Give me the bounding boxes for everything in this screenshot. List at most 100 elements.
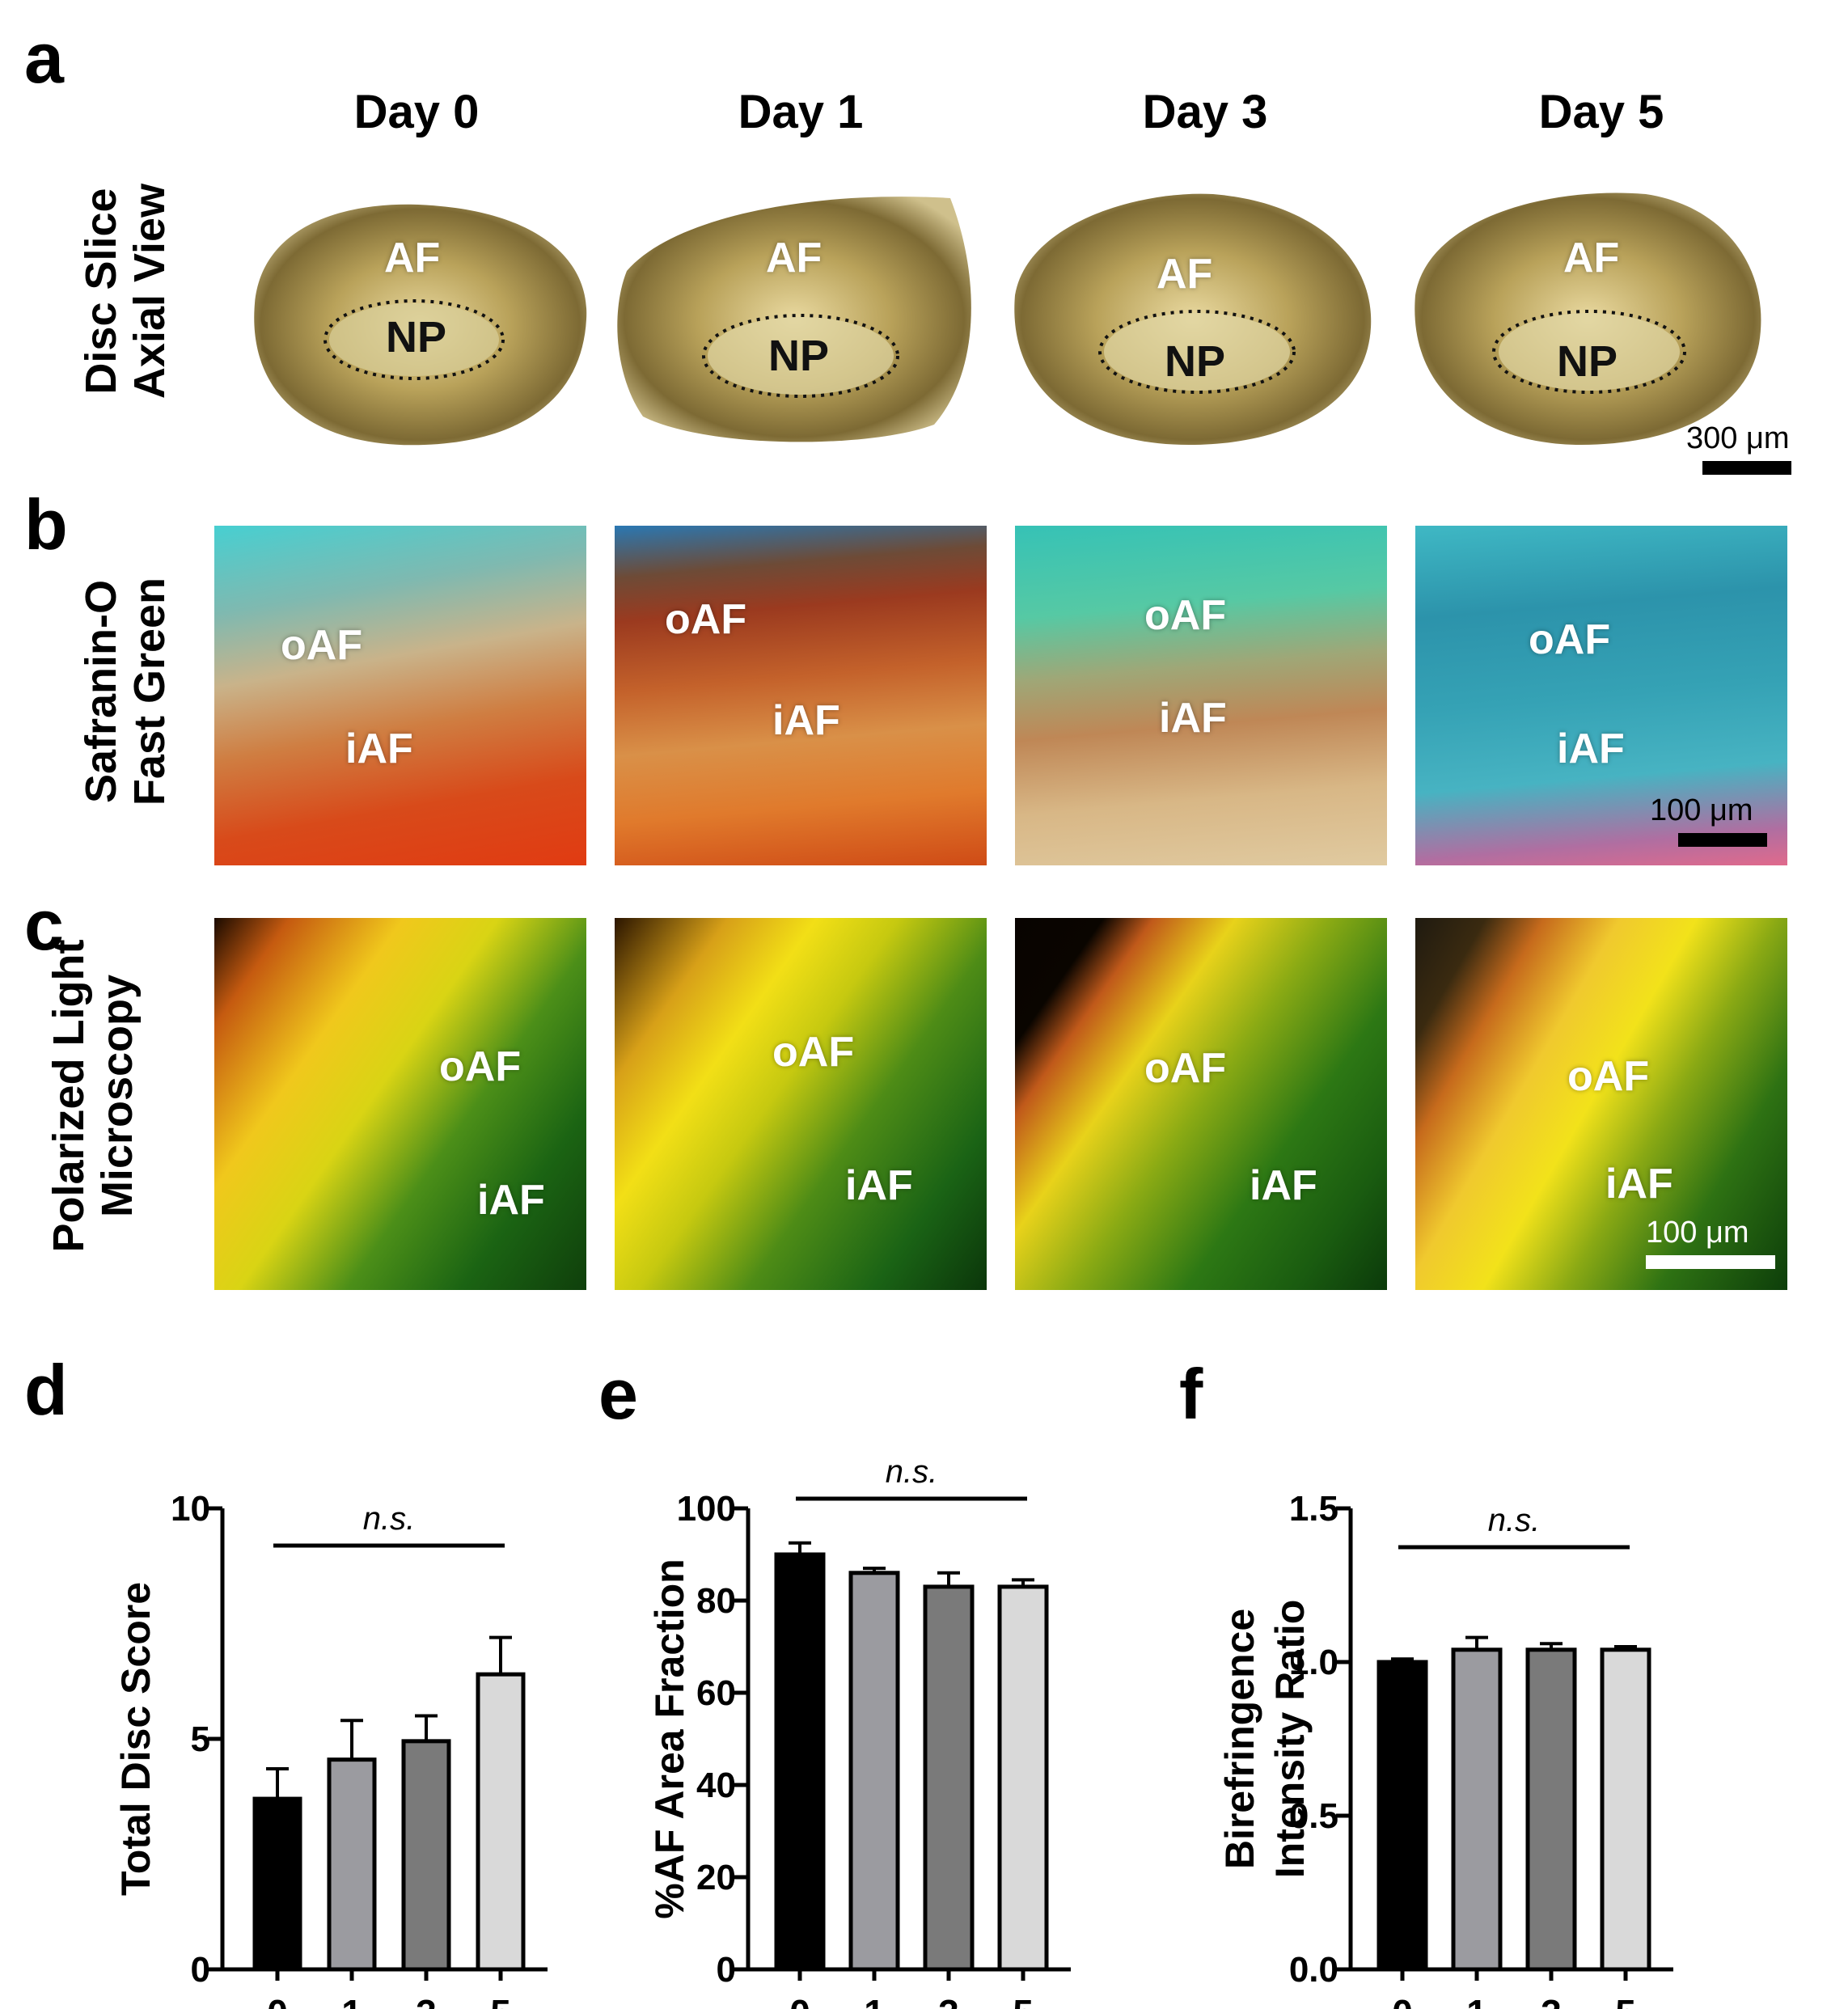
x-tick-label: 1	[864, 1992, 885, 2009]
iaf-label: iAF	[772, 697, 840, 744]
safranin-image-day3: oAF iAF	[1015, 526, 1387, 865]
np-label: NP	[386, 313, 447, 362]
y-tick-label: 0	[717, 1950, 736, 1990]
oaf-label: oAF	[281, 622, 363, 669]
panel-label-b: b	[24, 484, 68, 565]
x-tick-label: 0	[1392, 1992, 1413, 2009]
y-tick-label: 100	[677, 1489, 736, 1529]
day-header-0: Day 0	[353, 86, 480, 138]
x-tick-label: 1	[1466, 1992, 1487, 2009]
bar-1	[848, 1571, 900, 1972]
scale-bar-a	[1702, 461, 1791, 475]
row-label-b-line2: Fast Green	[125, 577, 174, 806]
iaf-label: iAF	[1159, 695, 1227, 742]
disc-slice-day1: AF NP	[611, 182, 991, 449]
x-tick-label: 3	[938, 1992, 959, 2009]
x-tick-label: 3	[1541, 1992, 1562, 2009]
oaf-label: oAF	[439, 1043, 522, 1090]
polarized-image-day0: oAF iAF	[214, 918, 586, 1290]
panel-label-a: a	[24, 18, 64, 98]
x-tick-label: 0	[267, 1992, 288, 2009]
y-tick-label: 5	[191, 1719, 210, 1759]
iaf-label: iAF	[1605, 1161, 1673, 1208]
oaf-label: oAF	[772, 1029, 855, 1076]
scale-bar-b-label: 100 μm	[1650, 793, 1753, 827]
iaf-label: iAF	[845, 1162, 913, 1209]
day-header-1: Day 1	[738, 86, 864, 138]
disc-slice-day5-image	[1415, 192, 1761, 445]
chart-d-total-disc-score: 05100135n.s.Culture Time (days)Total Dis…	[113, 1489, 548, 2009]
disc-slice-day0-image	[254, 204, 587, 446]
bar-3	[401, 1739, 451, 1972]
iaf-label: iAF	[1250, 1162, 1317, 1209]
scale-bar-a-label: 300 μm	[1686, 421, 1790, 455]
af-label: AF	[1157, 251, 1213, 298]
row-label-c-line1: Polarized Light	[44, 939, 93, 1253]
significance-label: n.s.	[1488, 1503, 1540, 1538]
x-tick-label: 3	[416, 1992, 437, 2009]
scale-bar-b	[1678, 833, 1767, 847]
bar-0	[252, 1796, 302, 1972]
bar-3	[923, 1584, 975, 1972]
bar-5	[997, 1584, 1049, 1972]
scale-bar-c-label: 100 μm	[1646, 1216, 1749, 1250]
chart-f-birefringence-ratio: 0.00.51.01.50135n.s.Culture Time (days)B…	[1217, 1489, 1673, 2009]
oaf-label: oAF	[1144, 1045, 1227, 1092]
y-tick-label: 0.0	[1289, 1950, 1338, 1990]
x-tick-label: 5	[1615, 1992, 1636, 2009]
disc-slice-day3: AF NP	[1003, 182, 1383, 449]
safranin-image-day1: oAF iAF	[615, 526, 987, 865]
iaf-label: iAF	[1557, 725, 1625, 772]
y-tick-label: 0.5	[1289, 1796, 1338, 1836]
bar-5	[1600, 1647, 1651, 1972]
iaf-label: iAF	[477, 1177, 545, 1224]
oaf-label: oAF	[1144, 592, 1227, 639]
bar-1	[327, 1757, 377, 1972]
np-label: NP	[1557, 337, 1618, 386]
disc-slice-day1-image	[617, 197, 971, 442]
safranin-image-day5: oAF iAF 100 μm	[1415, 526, 1787, 865]
day-header-3: Day 3	[1142, 86, 1268, 138]
af-label: AF	[766, 235, 823, 281]
iaf-label: iAF	[345, 725, 413, 772]
polarized-image-day1: oAF iAF	[615, 918, 987, 1290]
oaf-label: oAF	[1567, 1053, 1650, 1100]
day-header-5: Day 5	[1538, 86, 1664, 138]
bar-0	[1376, 1660, 1428, 1972]
x-tick-label: 5	[490, 1992, 511, 2009]
polarized-image-day3: oAF iAF	[1015, 918, 1387, 1290]
y-tick-label: 80	[696, 1581, 736, 1621]
oaf-label: oAF	[1529, 616, 1611, 663]
panel-label-d: d	[24, 1350, 68, 1430]
disc-slice-day3-image	[1014, 193, 1372, 445]
y-tick-label: 40	[696, 1766, 736, 1805]
polarized-image-day5: oAF iAF 100 μm	[1415, 918, 1787, 1290]
row-label-b: Safranin-O Fast Green	[77, 546, 182, 837]
x-tick-label: 0	[789, 1992, 810, 2009]
safranin-image-day0: oAF iAF	[214, 526, 586, 865]
af-label: AF	[1563, 235, 1620, 281]
y-tick-label: 0	[191, 1950, 210, 1990]
y-axis-label: Intensity Ratio	[1267, 1600, 1313, 1878]
row-label-a: Disc Slice Axial View	[77, 146, 182, 437]
x-tick-label: 1	[341, 1992, 362, 2009]
y-tick-label: 20	[696, 1858, 736, 1897]
row-label-c: Polarized Light Microscopy	[44, 910, 150, 1282]
x-tick-label: 5	[1013, 1992, 1034, 2009]
y-tick-label: 60	[696, 1673, 736, 1713]
y-tick-label: 1.5	[1289, 1489, 1338, 1529]
oaf-label: oAF	[665, 596, 747, 643]
significance-label: n.s.	[363, 1501, 415, 1537]
np-label: NP	[1165, 337, 1226, 386]
np-label: NP	[768, 332, 830, 380]
row-label-a-line1: Disc Slice	[77, 188, 125, 395]
y-axis-label: Total Disc Score	[113, 1582, 159, 1896]
af-label: AF	[384, 235, 441, 281]
bar-0	[774, 1552, 826, 1972]
disc-slice-day0: AF NP	[230, 182, 598, 449]
y-tick-label: 10	[171, 1489, 210, 1529]
chart-e-af-area-fraction: 0204060801000135n.s.Culture Time (days)%…	[647, 1454, 1071, 2009]
bar-5	[476, 1672, 526, 1972]
y-axis-label: %AF Area Fraction	[647, 1559, 692, 1918]
y-axis-label: Birefringence	[1217, 1609, 1262, 1869]
